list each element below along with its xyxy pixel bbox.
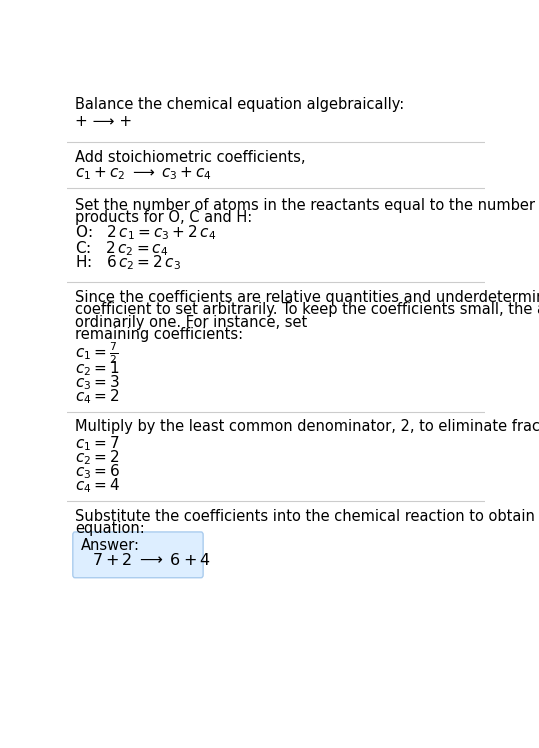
Text: Balance the chemical equation algebraically:: Balance the chemical equation algebraica… (75, 97, 404, 112)
Text: Since the coefficients are relative quantities and underdetermined, choose a: Since the coefficients are relative quan… (75, 290, 539, 305)
Text: Add stoichiometric coefficients,: Add stoichiometric coefficients, (75, 150, 310, 165)
Text: $c_2 = 1$: $c_2 = 1$ (75, 359, 120, 378)
Text: $c_1 = 7$: $c_1 = 7$ (75, 435, 120, 453)
Text: $c_4 = 4$: $c_4 = 4$ (75, 476, 120, 495)
Text: Set the number of atoms in the reactants equal to the number of atoms in the: Set the number of atoms in the reactants… (75, 197, 539, 212)
Text: O:   $2\,c_1 = c_3 + 2\,c_4$: O: $2\,c_1 = c_3 + 2\,c_4$ (75, 224, 216, 242)
Text: $c_2 = 2$: $c_2 = 2$ (75, 449, 119, 468)
FancyBboxPatch shape (73, 532, 203, 577)
Text: $c_3 = 3$: $c_3 = 3$ (75, 373, 120, 392)
Text: $c_3 = 6$: $c_3 = 6$ (75, 462, 120, 481)
Text: $c_4 = 2$: $c_4 = 2$ (75, 387, 119, 405)
Text: products for O, C and H:: products for O, C and H: (75, 210, 252, 225)
Text: H:   $6\,c_2 = 2\,c_3$: H: $6\,c_2 = 2\,c_3$ (75, 253, 181, 272)
Text: + ⟶ +: + ⟶ + (75, 114, 132, 129)
Text: Substitute the coefficients into the chemical reaction to obtain the balanced: Substitute the coefficients into the che… (75, 509, 539, 524)
Text: Answer:: Answer: (81, 538, 140, 553)
Text: C:   $2\,c_2 = c_4$: C: $2\,c_2 = c_4$ (75, 239, 168, 258)
Text: coefficient to set arbitrarily. To keep the coefficients small, the arbitrary va: coefficient to set arbitrarily. To keep … (75, 302, 539, 317)
Text: $c_1 = \frac{7}{2}$: $c_1 = \frac{7}{2}$ (75, 341, 118, 367)
Text: Multiply by the least common denominator, 2, to eliminate fractional coefficient: Multiply by the least common denominator… (75, 420, 539, 435)
Text: ordinarily one. For instance, set: ordinarily one. For instance, set (75, 315, 312, 330)
Text: $7 + 2 \;\longrightarrow\; 6 + 4$: $7 + 2 \;\longrightarrow\; 6 + 4$ (92, 552, 210, 568)
Text: $c_1 + c_2 \;\longrightarrow\; c_3 + c_4$: $c_1 + c_2 \;\longrightarrow\; c_3 + c_4… (75, 165, 212, 182)
Text: equation:: equation: (75, 521, 144, 536)
Text: remaining coefficients:: remaining coefficients: (75, 327, 243, 342)
